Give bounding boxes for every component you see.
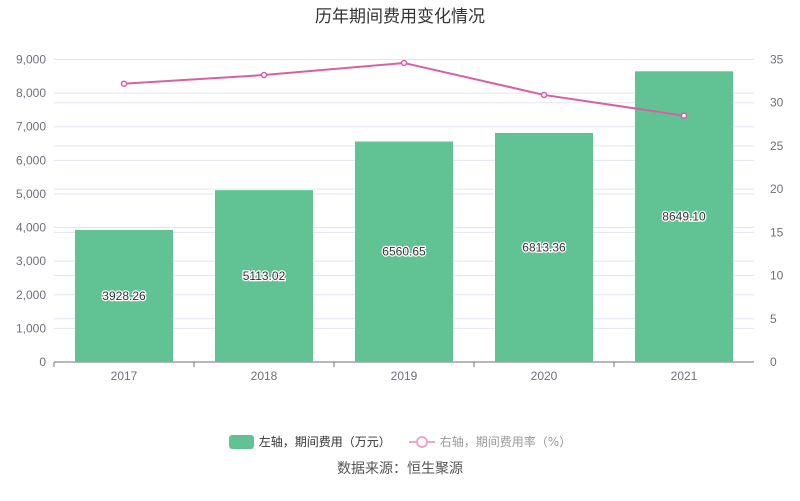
left-tick-label: 3,000: [16, 254, 46, 268]
x-tick-label: 2017: [111, 369, 138, 383]
left-tick-label: 1,000: [16, 321, 46, 335]
left-tick-label: 2,000: [16, 288, 46, 302]
bar-2021: [635, 71, 733, 363]
rate-line: [123, 61, 685, 117]
right-tick-label: 35: [770, 53, 784, 67]
bar-2017: [75, 229, 173, 362]
left-tick-label: 4,000: [16, 221, 46, 235]
bar-data-label: 8649.10: [662, 210, 706, 224]
bar-2019: [355, 141, 453, 362]
bar-data-label: 6560.65: [382, 245, 426, 259]
rate-point-2019: [400, 59, 408, 67]
chart-svg: 0 1,000 2,000 3,000 4,000 5,000 6,000 7,000 8,00…: [16, 53, 784, 384]
left-tick-label: 6,000: [16, 153, 46, 167]
rate-point-2018: [260, 71, 268, 79]
legend-item-bar[interactable]: 左轴，期间费用（万元）: [228, 433, 391, 450]
left-tick-label: 9,000: [16, 53, 46, 67]
data-source: 数据来源：恒生聚源: [337, 461, 463, 477]
rate-point-2020: [540, 91, 548, 99]
right-tick-label: 10: [770, 269, 784, 283]
chart-title: 历年期间费用变化情况: [315, 7, 485, 27]
bar-2018: [215, 190, 313, 362]
legend-line-swatch: [408, 435, 435, 448]
x-tick-label: 2020: [531, 369, 558, 383]
x-tick-label: 2021: [671, 369, 698, 383]
left-tick-label: 5,000: [16, 187, 46, 201]
legend-item-line[interactable]: 右轴，期间费用率（%）: [408, 433, 572, 450]
right-tick-label: 15: [770, 225, 784, 239]
right-tick-label: 30: [770, 96, 784, 110]
legend-bar-swatch: [228, 434, 254, 449]
rate-point-2021: [680, 112, 688, 119]
legend: 左轴，期间费用（万元） 右轴，期间费用率（%）: [0, 433, 800, 450]
right-tick-label: 20: [770, 182, 784, 196]
legend-line-label: 右轴，期间费用率（%）: [439, 435, 572, 449]
bar-data-label: 3928.26: [102, 289, 146, 303]
right-tick-label: 25: [770, 139, 784, 153]
left-tick-label: 0: [39, 355, 46, 369]
rate-point-2017: [120, 80, 128, 87]
x-tick-label: 2019: [391, 369, 418, 383]
right-tick-label: 5: [770, 312, 777, 326]
left-tick-label: 8,000: [16, 86, 46, 100]
x-tick-label: 2018: [251, 369, 278, 383]
legend-bar-label: 左轴，期间费用（万元）: [258, 435, 391, 449]
bar-data-label: 6813.36: [522, 240, 566, 254]
bar-data-label: 5113.02: [243, 269, 286, 283]
right-tick-label: 0: [770, 355, 777, 369]
left-tick-label: 7,000: [16, 120, 46, 134]
bar-2020: [495, 132, 593, 362]
